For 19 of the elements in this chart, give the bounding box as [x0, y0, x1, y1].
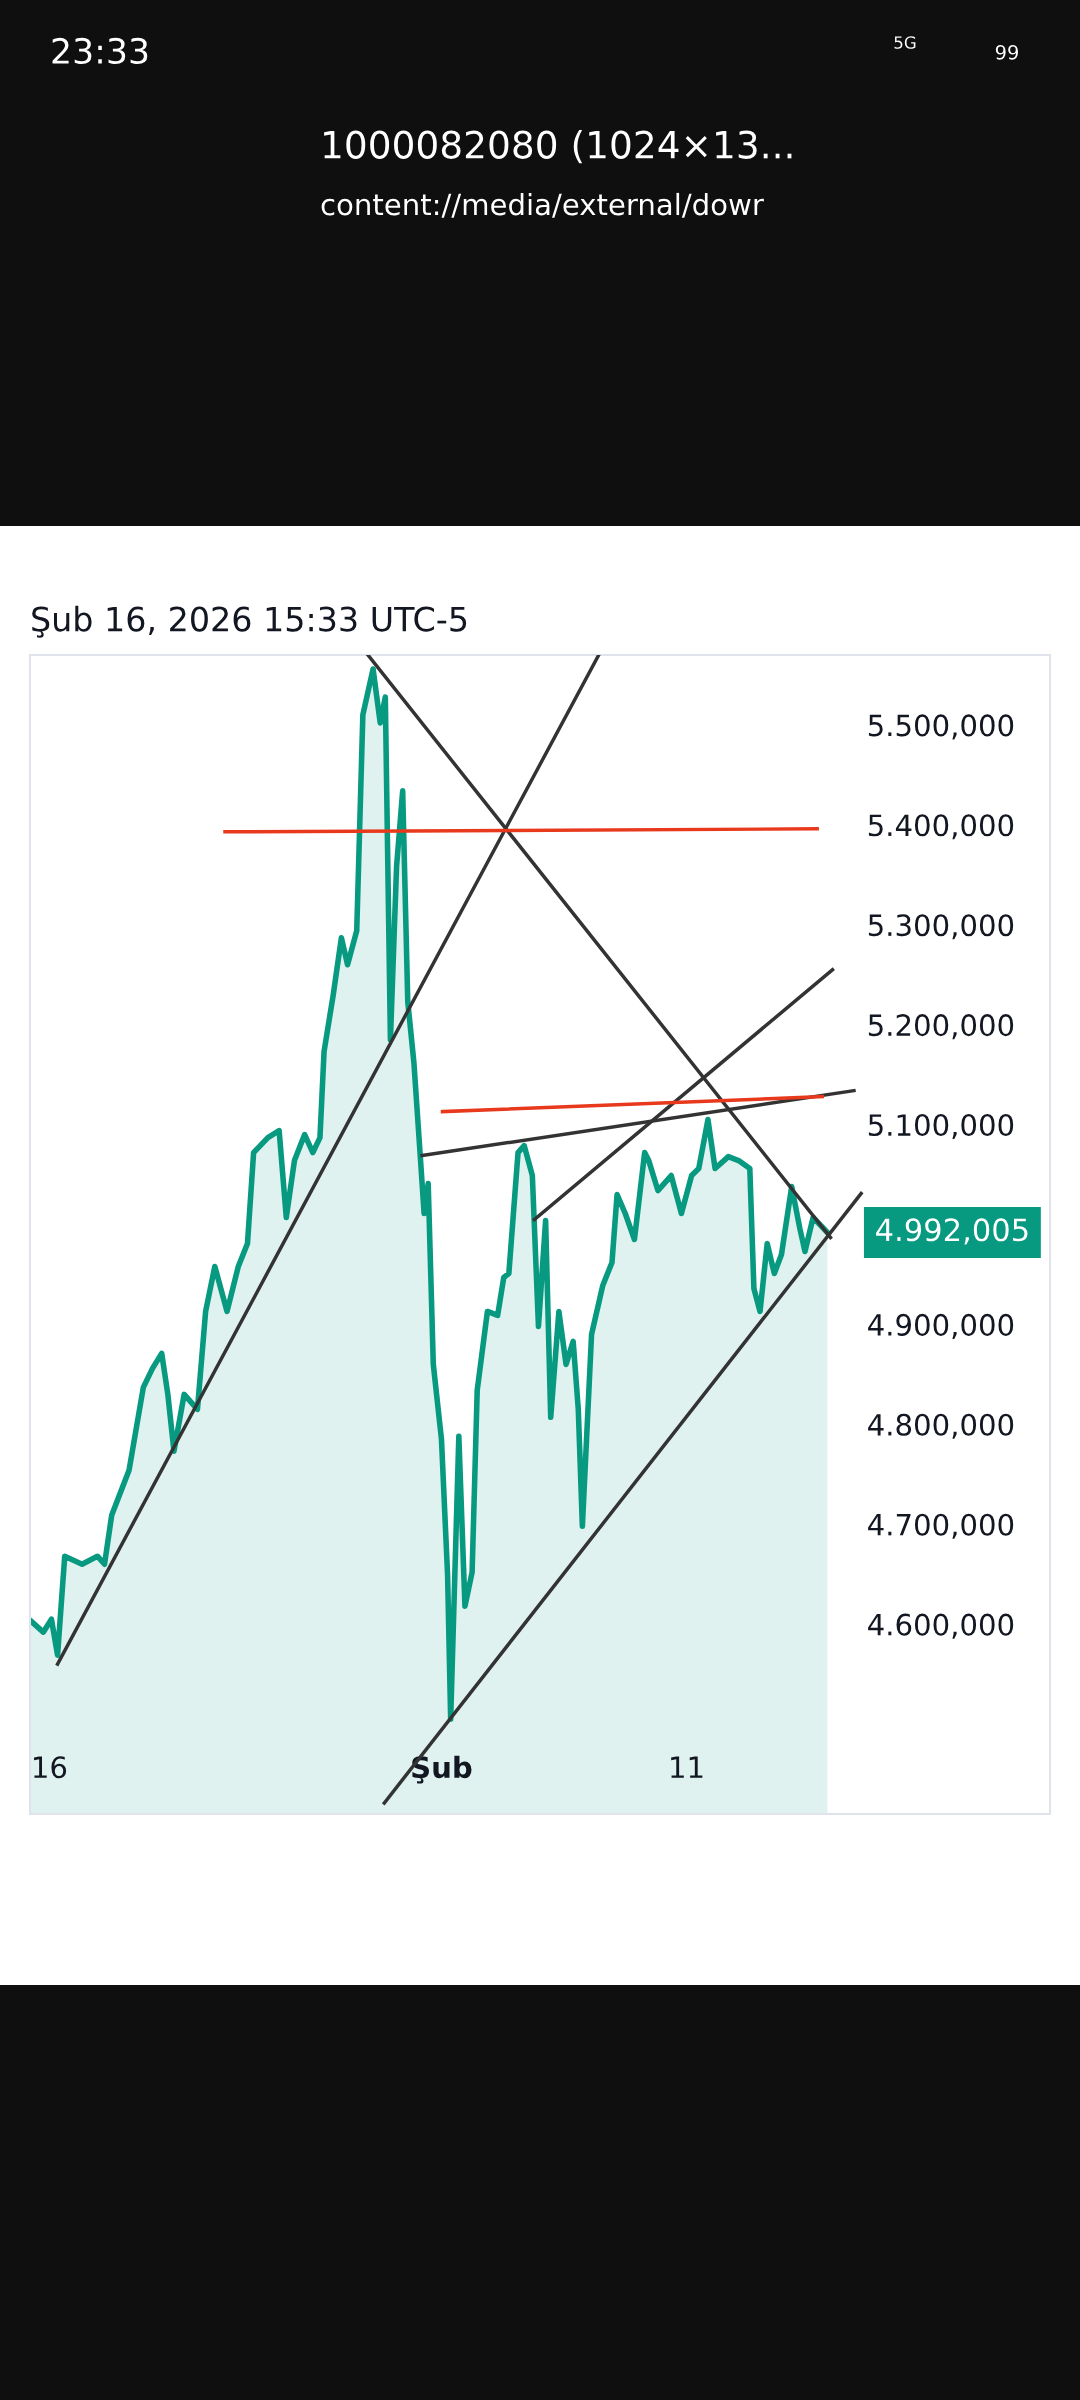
y-tick-label: 4.600,000 — [868, 1613, 1014, 1639]
chart-subtitle: Şub 16, 2026 15:33 UTC-5 — [32, 605, 467, 638]
text: 1000082080 (1024×13... — [324, 129, 792, 164]
y-tick-label: 5.200,000 — [868, 1014, 1014, 1040]
text: 23:33 — [52, 37, 148, 65]
annotation: 4.992,005 — [876, 1218, 1028, 1245]
x-tick-label: Şub — [412, 1755, 472, 1784]
y-tick-label: 5.300,000 — [868, 914, 1014, 940]
y-tick-label: 5.500,000 — [868, 714, 1014, 740]
y-tick-label: 4.900,000 — [868, 1313, 1014, 1339]
y-tick-label: 4.700,000 — [868, 1513, 1014, 1539]
x-tick-label: 16 — [34, 1756, 67, 1779]
y-tick-label: 5.100,000 — [868, 1114, 1014, 1140]
y-tick-label: 4.800,000 — [868, 1413, 1014, 1439]
y-tick-label: 5.400,000 — [868, 814, 1014, 840]
text: content://media/external/dowr — [321, 192, 764, 218]
text: 5G — [894, 36, 916, 49]
x-tick-label: 11 — [671, 1756, 703, 1778]
text: 99 — [995, 44, 1018, 60]
